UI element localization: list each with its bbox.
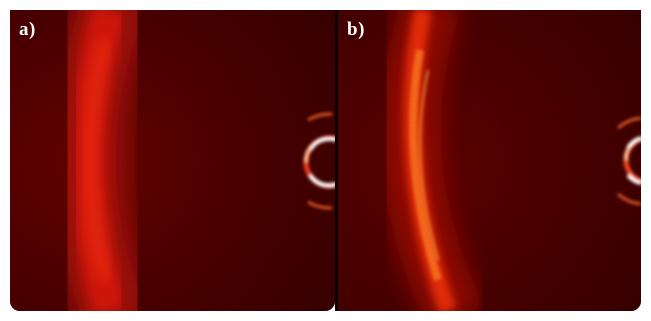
pattern-a-image xyxy=(10,10,335,311)
ring-a xyxy=(303,112,335,210)
panel-divider xyxy=(335,10,338,311)
diffraction-pattern-a: a) xyxy=(10,10,335,311)
panel-label-b: b) xyxy=(347,19,365,40)
pattern-b-image xyxy=(338,10,641,311)
ring-b xyxy=(617,116,641,206)
diffraction-pattern-b: b) xyxy=(338,10,641,311)
panel-label-a: a) xyxy=(19,19,36,40)
